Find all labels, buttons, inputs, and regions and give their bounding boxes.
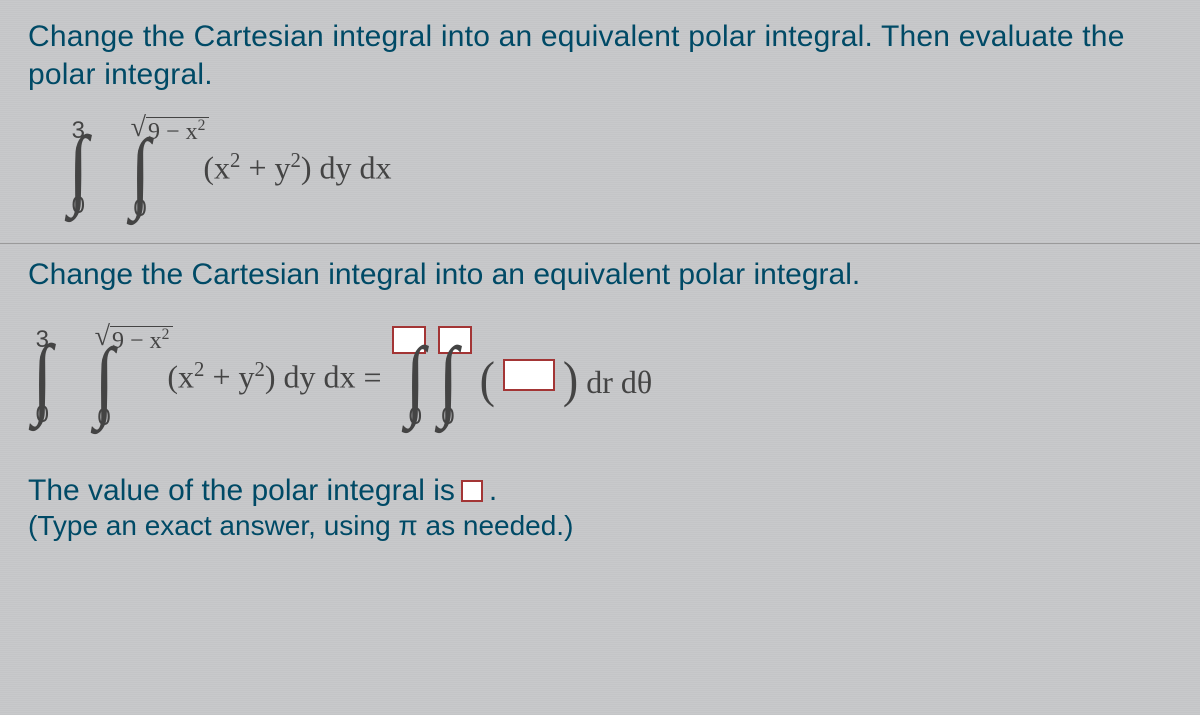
integral-symbol: ∫ — [405, 348, 425, 411]
integral-symbol: ∫ — [94, 349, 114, 412]
part-a-heading: Change the Cartesian integral into an eq… — [28, 258, 1172, 292]
open-paren: ( — [480, 350, 495, 408]
section-divider — [0, 243, 1200, 244]
inner-integral: √ 9 − x2 ∫ 0 — [65, 325, 144, 430]
integral-symbol: ∫ — [438, 348, 458, 411]
integral-symbol: ∫ — [32, 346, 52, 409]
integral-symbol: ∫ — [68, 137, 88, 200]
sqrt-body: 9 − x2 — [146, 117, 209, 144]
outer-integral: ∫ 0 ∫ 0 — [392, 326, 472, 429]
problem-statement: Change the Cartesian integral into an eq… — [28, 18, 1172, 93]
answer-line: The value of the polar integral is . — [28, 474, 1172, 508]
outer-integral: 3 ∫ 0 — [66, 119, 91, 218]
lhs-integral: 3 ∫ 0 √ 9 − x2 ∫ 0 (x2 + y2) dy — [28, 325, 356, 430]
integrand: (x2 + y2) dy dx — [167, 358, 355, 396]
inner-integral: √ 9 − x2 ∫ 0 — [101, 116, 180, 221]
integrand: (x2 + y2) dy dx — [203, 149, 391, 187]
answer-suffix: . — [489, 474, 497, 508]
outer-integral: 3 ∫ 0 — [30, 328, 55, 427]
answer-prefix: The value of the polar integral is — [28, 474, 455, 508]
rhs-integrand: ( ) dr dθ — [480, 351, 653, 404]
answer-input[interactable] — [461, 480, 483, 502]
problem-page: Change the Cartesian integral into an eq… — [0, 0, 1200, 715]
close-paren: ) — [563, 350, 578, 408]
rhs-integral: ∫ 0 ∫ 0 ( ) dr dθ — [390, 326, 655, 429]
sqrt-body: 9 − x2 — [110, 326, 173, 353]
equation-row: 3 ∫ 0 √ 9 − x2 ∫ 0 (x2 + y2) dy — [28, 302, 1172, 452]
equals-sign: = — [364, 359, 382, 396]
given-integral: 3 ∫ 0 √ 9 − x2 ∫ 0 (x2 + y2) dy dx — [64, 103, 1172, 233]
integral-symbol: ∫ — [130, 140, 150, 203]
answer-hint: (Type an exact answer, using π as needed… — [28, 510, 1172, 542]
integrand-input[interactable] — [503, 359, 555, 391]
